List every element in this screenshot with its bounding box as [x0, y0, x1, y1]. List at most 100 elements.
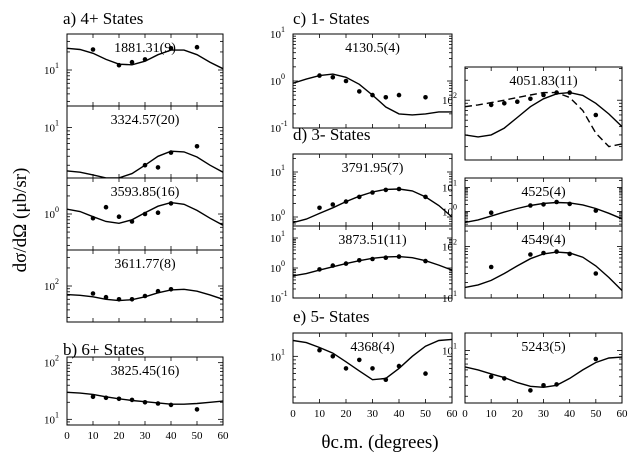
y-tick-exponent: 1 — [281, 347, 285, 356]
x-tick-label: 20 — [512, 408, 524, 420]
y-tick-label: 10 — [44, 358, 56, 370]
data-point — [90, 291, 96, 296]
group-label-4plus: a) 4+ States — [63, 9, 143, 28]
x-tick-label: 30 — [140, 430, 152, 442]
y-tick-exponent: 2 — [55, 354, 59, 363]
data-point — [330, 263, 336, 268]
data-point — [343, 366, 349, 371]
data-point — [103, 294, 109, 300]
group-label-1minus: c) 1- States — [293, 9, 369, 28]
y-tick-exponent: 0 — [453, 203, 457, 212]
y-tick-exponent: 1 — [281, 25, 285, 34]
state-label: 4051.83(11) — [509, 74, 578, 89]
data-point — [567, 201, 572, 207]
dashed-curve — [465, 91, 622, 148]
data-point — [343, 199, 349, 204]
data-point — [142, 211, 148, 217]
data-point — [383, 377, 389, 383]
solid-curve — [465, 251, 622, 291]
x-tick-label: 0 — [462, 408, 468, 420]
x-tick-label: 0 — [290, 408, 296, 420]
x-tick-label: 40 — [166, 430, 178, 442]
state-label: 3873.51(11) — [338, 233, 407, 248]
data-point — [317, 267, 322, 272]
x-tick-label: 60 — [447, 408, 459, 420]
data-point — [343, 261, 349, 266]
panel-3324.57(20): 10 1 3324.57(20) — [44, 105, 224, 179]
y-tick-label: 10 — [442, 95, 454, 107]
x-tick-label: 10 — [486, 408, 498, 420]
y-tick-label: 10 — [442, 242, 454, 254]
y-tick-label: 10 — [270, 76, 282, 88]
y-tick-label: 10 — [270, 167, 282, 179]
data-point — [168, 402, 174, 408]
state-label: 3324.57(20) — [111, 113, 180, 128]
state-label: 4525(4) — [521, 185, 566, 200]
x-tick-label: 10 — [314, 408, 326, 420]
y-tick-exponent: 2 — [55, 277, 59, 286]
data-point — [142, 162, 148, 168]
state-label: 3791.95(7) — [342, 161, 404, 176]
data-point — [528, 203, 533, 208]
y-tick-label: 10 — [270, 293, 282, 305]
data-point — [383, 95, 389, 100]
data-point — [593, 112, 599, 118]
y-tick-exponent: 1 — [453, 179, 457, 188]
data-point — [142, 400, 148, 405]
data-point — [502, 376, 507, 381]
y-tick-label: 10 — [270, 263, 282, 275]
data-point — [370, 92, 375, 98]
data-point — [155, 401, 161, 406]
data-point — [194, 144, 200, 149]
x-tick-label: 50 — [192, 430, 204, 442]
state-label: 3593.85(16) — [111, 185, 180, 200]
y-tick-exponent: 1 — [55, 61, 59, 70]
data-point — [396, 92, 402, 98]
state-label: 3611.77(8) — [114, 257, 176, 272]
panel-3611.77(8): 10 2 3611.77(8) — [44, 249, 224, 323]
data-point — [129, 297, 135, 302]
data-point — [528, 252, 533, 257]
state-label: 3825.45(16) — [111, 364, 180, 379]
panel-1881.31(9): 10 1 1881.31(9) — [44, 33, 224, 107]
data-point — [554, 90, 559, 95]
x-tick-label: 30 — [538, 408, 550, 420]
data-point — [330, 202, 336, 207]
data-point — [541, 250, 546, 256]
data-point — [357, 89, 362, 94]
data-point — [357, 258, 362, 263]
data-point — [370, 366, 375, 371]
y-tick-exponent: 0 — [281, 72, 285, 81]
y-tick-exponent: 1 — [281, 229, 285, 238]
data-point — [103, 204, 109, 210]
y-tick-exponent: 0 — [281, 259, 285, 268]
data-point — [129, 397, 135, 403]
y-tick-exponent: 1 — [453, 289, 457, 298]
data-point — [168, 287, 174, 292]
data-point — [593, 271, 599, 276]
y-tick-label: 10 — [442, 207, 454, 219]
data-point — [90, 394, 96, 400]
data-point — [194, 407, 200, 412]
data-point — [116, 297, 122, 302]
data-point — [142, 57, 148, 62]
data-point — [116, 214, 122, 219]
panel-3593.85(16): 10 0 3593.85(16) — [44, 177, 224, 251]
data-point — [567, 90, 572, 95]
data-point — [155, 165, 161, 170]
data-point — [528, 388, 533, 393]
y-tick-label: 10 — [44, 65, 56, 77]
y-tick-exponent: 1 — [281, 163, 285, 172]
y-tick-exponent: 0 — [55, 205, 59, 214]
y-tick-exponent: 2 — [453, 238, 457, 247]
x-tick-label: 10 — [88, 430, 100, 442]
data-point — [383, 187, 389, 193]
x-axis-label: θc.m. (degrees) — [321, 432, 438, 453]
y-tick-exponent: 1 — [55, 410, 59, 419]
y-tick-exponent: -1 — [281, 289, 288, 298]
solid-curve — [465, 356, 622, 389]
